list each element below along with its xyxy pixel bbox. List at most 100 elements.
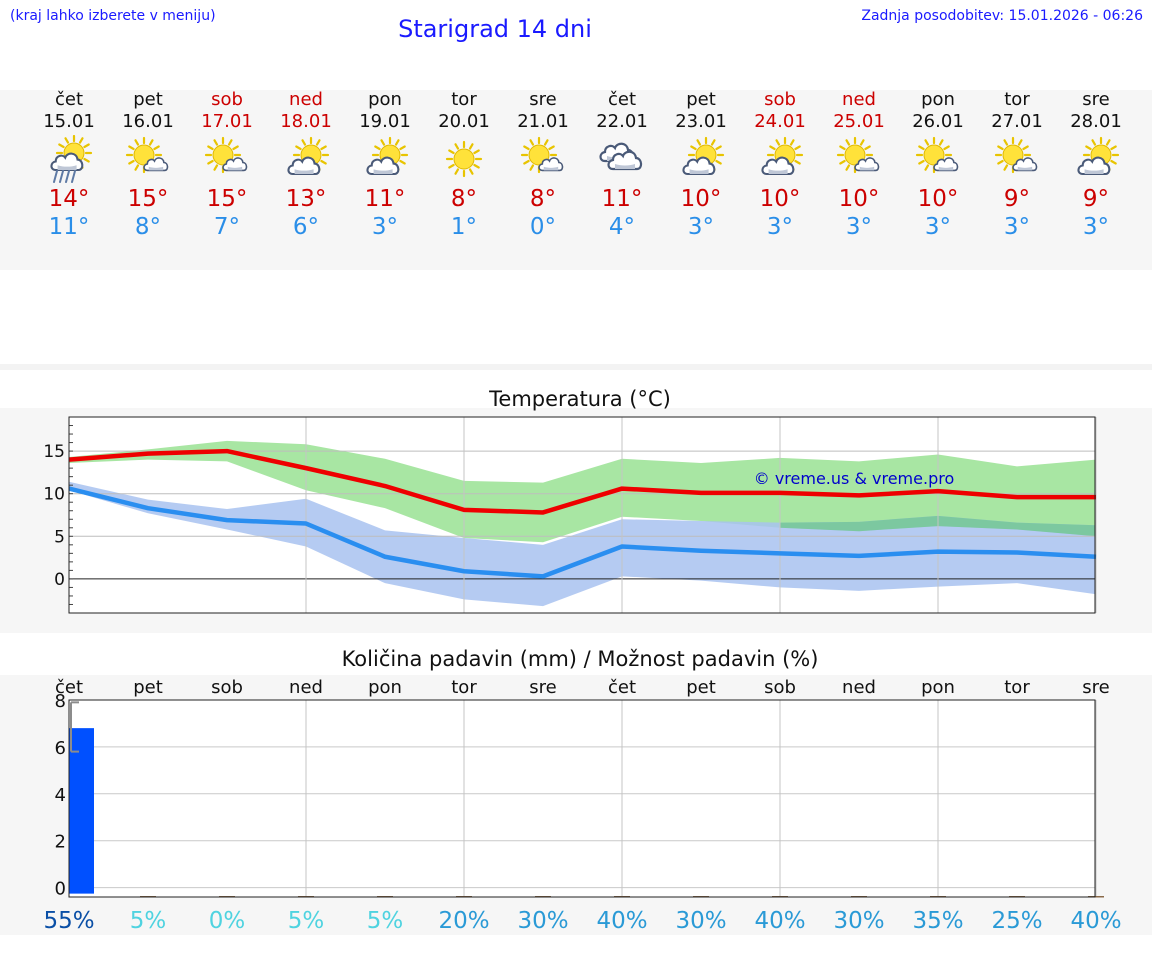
- precipitation-chart-title: Količina padavin (mm) / Možnost padavin …: [341, 647, 819, 671]
- sun-ray: [1090, 139, 1096, 146]
- day-name: tor: [1004, 89, 1030, 110]
- sun-icon: [445, 140, 482, 178]
- cloud-shade: [689, 169, 709, 174]
- sun-ray: [133, 164, 139, 171]
- sun-ray: [127, 145, 135, 151]
- sun-small-cloud-icon: [520, 136, 563, 174]
- cloud-shade: [543, 166, 558, 171]
- sun-ray: [859, 139, 865, 146]
- day-name: pon: [921, 89, 955, 110]
- max-temperature: 8°: [529, 186, 557, 212]
- weather-icon: [899, 135, 978, 183]
- day-column: pet 16.01 15° 8°: [109, 89, 188, 241]
- sun-ray: [63, 137, 69, 144]
- sun-cloud-rain-icon: [49, 134, 92, 183]
- day-date: 24.01: [754, 111, 806, 132]
- sun-cloud-icon: [760, 136, 803, 176]
- cloud-shade: [614, 164, 635, 169]
- sun-ray: [774, 139, 780, 146]
- max-temperature: 13°: [285, 186, 327, 212]
- x-category-label: ned: [842, 677, 876, 698]
- sun-cloud-icon: [365, 136, 408, 176]
- precipitation-bar: [1088, 896, 1104, 898]
- day-date: 21.01: [517, 111, 569, 132]
- weather-icon: [504, 135, 583, 183]
- max-temperature: 10°: [680, 186, 722, 212]
- precipitation-probability: 40%: [596, 908, 647, 934]
- max-temperature: 10°: [838, 186, 880, 212]
- sun-cloud-icon: [365, 136, 408, 176]
- rain-drop: [52, 170, 58, 183]
- sun-ray: [398, 159, 406, 165]
- x-category-label: sob: [211, 677, 243, 698]
- sun-ray: [923, 139, 929, 146]
- y-tick-label: 6: [55, 738, 66, 759]
- temperature-chart-title: Temperatura (°C): [489, 387, 671, 411]
- rain-drop: [64, 170, 70, 183]
- day-name: tor: [451, 89, 477, 110]
- plot-frame: [68, 699, 1096, 898]
- weather-icon: [346, 135, 425, 183]
- small-cloud: [221, 157, 247, 172]
- x-category-label: čet: [55, 677, 83, 698]
- sun-ray: [82, 157, 90, 163]
- weather-icon: [741, 135, 820, 183]
- sun-ray: [127, 159, 135, 165]
- sun-small-cloud-icon: [994, 136, 1037, 174]
- min-temperature: 7°: [213, 214, 241, 240]
- day-column: pon 19.01 11° 3°: [346, 89, 425, 241]
- sun-ray: [522, 145, 530, 151]
- sun-ray: [231, 145, 239, 151]
- x-category-label: sob: [764, 677, 796, 698]
- max-temperature: 14°: [48, 186, 90, 212]
- day-name: pon: [368, 89, 402, 110]
- x-category-label: pet: [686, 677, 716, 698]
- day-name: sob: [764, 89, 796, 110]
- precipitation-probability: 55%: [43, 908, 94, 934]
- sun-cloud-rain-icon: [49, 134, 92, 183]
- min-temperature: 3°: [845, 214, 873, 240]
- day-name: čet: [607, 89, 637, 110]
- small-cloud: [853, 157, 879, 172]
- min-temperature-line: [68, 486, 1097, 579]
- sun-small-cloud-icon: [204, 136, 247, 174]
- day-name: čet: [54, 89, 84, 110]
- weather-icon: [267, 135, 346, 183]
- weather-icon: [1057, 135, 1136, 183]
- sun-icon: [445, 140, 482, 178]
- sun-ray: [528, 139, 534, 146]
- sun-ray: [938, 139, 944, 146]
- sun-ray: [1084, 145, 1092, 151]
- sun-ray: [996, 145, 1004, 151]
- x-category-label: ned: [289, 677, 323, 698]
- location-hint: (kraj lahko izberete v meniju): [10, 8, 216, 24]
- max-temperature: 11°: [364, 186, 406, 212]
- sun-ray: [394, 139, 400, 146]
- sun-ray: [152, 145, 160, 151]
- sun: [292, 136, 329, 174]
- x-category-label: tor: [1004, 677, 1030, 698]
- sun: [445, 140, 482, 178]
- sun-ray: [300, 139, 306, 146]
- day-name: ned: [289, 89, 323, 110]
- precipitation-probability: 20%: [438, 908, 489, 934]
- min-temperature: 3°: [1082, 214, 1110, 240]
- max-temperature: 15°: [127, 186, 169, 212]
- cloud: [681, 156, 715, 176]
- weather-icon: [188, 135, 267, 183]
- plot-area: [69, 700, 1095, 897]
- sun-ray: [78, 137, 84, 144]
- clouds-icon: [598, 142, 642, 171]
- sun-ray: [793, 159, 801, 165]
- min-temperature: 8°: [134, 214, 162, 240]
- day-date: 22.01: [596, 111, 648, 132]
- precipitation-probability: 0%: [209, 908, 246, 934]
- day-column: ned 18.01 13° 6°: [267, 89, 346, 241]
- day-date: 19.01: [359, 111, 411, 132]
- sun-cloud-icon: [760, 136, 803, 176]
- cloud: [49, 152, 83, 172]
- small-cloud: [1011, 157, 1037, 172]
- day-date: 26.01: [912, 111, 964, 132]
